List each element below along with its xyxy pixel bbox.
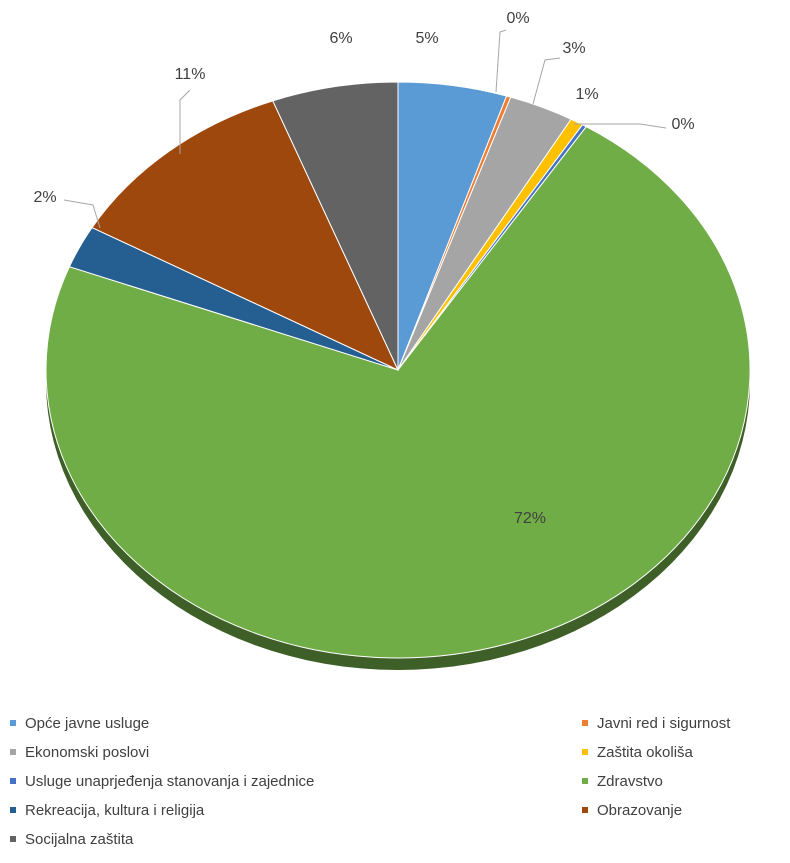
legend-swatch <box>10 778 16 784</box>
pie-slices <box>45 81 751 659</box>
legend-item: Zaštita okoliša <box>582 740 693 764</box>
legend-swatch <box>582 720 588 726</box>
legend-item: Javni red i sigurnost <box>582 711 730 735</box>
chart-legend: Opće javne usluge Ekonomski poslovi Usluge… <box>0 705 790 863</box>
legend-label: Zaštita okoliša <box>597 743 693 761</box>
legend-label: Ekonomski poslovi <box>25 743 150 761</box>
legend-swatch <box>582 778 588 784</box>
legend-swatch <box>10 836 16 842</box>
legend-label: Obrazovanje <box>597 801 683 819</box>
pie-chart-svg: 5% 0% 3% 1% 0% 72% 2% 11% 6% <box>33 10 751 670</box>
legend-swatch <box>582 749 588 755</box>
leader-line-4 <box>574 123 667 129</box>
legend-item: Socijalna zaštita <box>10 827 133 851</box>
legend-item: Zdravstvo <box>582 769 663 793</box>
data-label-1: 0% <box>506 10 529 27</box>
pie-slice-7 <box>91 100 400 372</box>
data-label-7: 11% <box>175 66 206 83</box>
legend-label: Javni red i sigurnost <box>597 714 731 732</box>
legend-item: Obrazovanje <box>582 798 682 822</box>
legend-swatch <box>10 720 16 726</box>
data-label-4: 0% <box>671 116 694 133</box>
pie-slice-8 <box>272 81 399 371</box>
legend-label: Usluge unaprjeđenja stanovanja i zajedni… <box>25 772 315 790</box>
legend-label: Zdravstvo <box>597 772 663 790</box>
data-label-5: 72% <box>514 510 546 527</box>
legend-item: Opće javne usluge <box>10 711 149 735</box>
legend-swatch <box>10 749 16 755</box>
data-label-2: 3% <box>562 40 585 57</box>
data-labels: 5% 0% 3% 1% 0% 72% 2% 11% 6% <box>33 10 694 527</box>
leader-line-7 <box>179 89 191 154</box>
legend-label: Rekreacija, kultura i religija <box>25 801 205 819</box>
leader-line-2 <box>532 57 561 105</box>
legend-swatch <box>582 807 588 813</box>
legend-item: Usluge unaprjeđenja stanovanja i zajedni… <box>10 769 314 793</box>
legend-item: Rekreacija, kultura i religija <box>10 798 204 822</box>
data-label-0: 5% <box>415 30 438 47</box>
leader-line-6 <box>63 199 101 229</box>
legend-label: Socijalna zaštita <box>25 830 134 848</box>
legend-item: Ekonomski poslovi <box>10 740 149 764</box>
pie-chart: 5% 0% 3% 1% 0% 72% 2% 11% 6% <box>33 10 751 670</box>
leader-line-1 <box>495 29 507 93</box>
data-label-6: 2% <box>33 189 56 206</box>
legend-label: Opće javne usluge <box>25 714 150 732</box>
data-label-3: 1% <box>575 86 598 103</box>
pie-slice-5 <box>45 126 751 659</box>
legend-swatch <box>10 807 16 813</box>
data-label-8: 6% <box>329 30 352 47</box>
